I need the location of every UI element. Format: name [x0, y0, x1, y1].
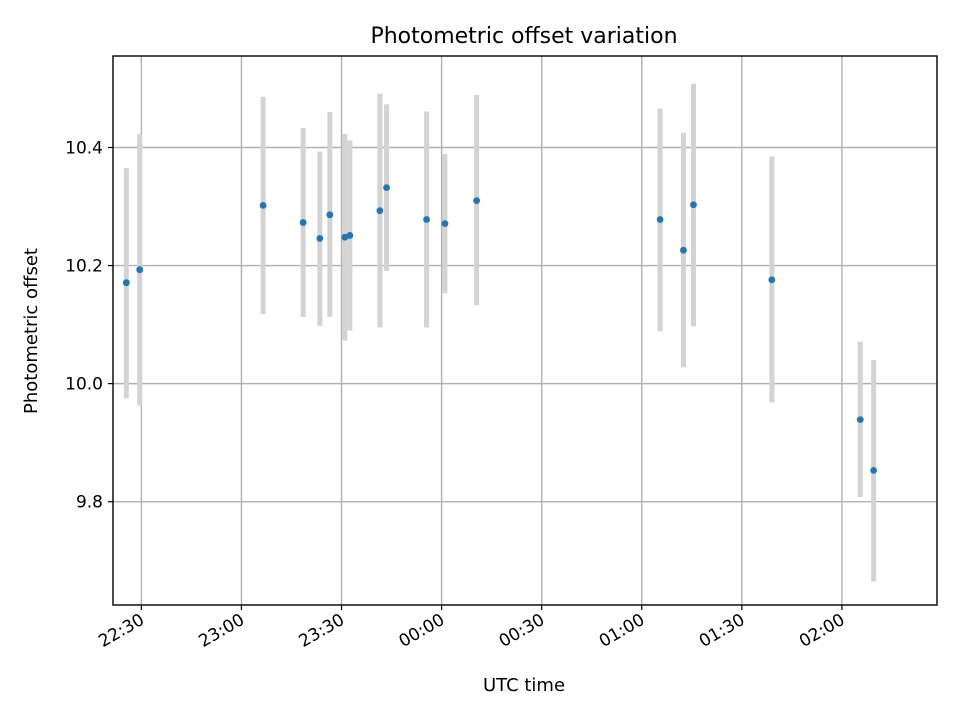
- x-axis-ticks: 22:30 23:00 23:30 00:00 00:30 01:00 01:30 02:00: [95, 605, 848, 652]
- y-axis-label: Photometric offset: [21, 248, 42, 414]
- data-points: [122, 184, 878, 474]
- error-bars: [123, 83, 877, 582]
- grid-lines: [113, 56, 937, 605]
- data-point: [346, 232, 354, 239]
- x-tick-label: 01:00: [596, 610, 648, 652]
- y-axis-ticks: 9.8 10.0 10.2 10.4: [65, 139, 113, 513]
- data-point: [326, 211, 334, 219]
- x-axis-label: UTC time: [483, 675, 565, 696]
- data-point: [299, 219, 307, 226]
- x-tick-label: 23:00: [196, 610, 248, 652]
- x-tick-label: 22:30: [95, 610, 147, 652]
- data-point: [768, 276, 776, 284]
- data-point: [136, 266, 144, 274]
- y-tick-label: 10.0: [65, 375, 103, 395]
- plot-frame: [112, 55, 938, 606]
- x-tick-label: 00:00: [396, 610, 448, 652]
- data-point: [441, 220, 449, 228]
- x-tick-label: 00:30: [496, 610, 548, 652]
- data-point: [870, 467, 878, 474]
- chart-title: Photometric offset variation: [370, 24, 677, 49]
- data-point: [423, 216, 430, 223]
- data-point: [856, 416, 864, 424]
- data-point: [656, 216, 664, 223]
- data-point: [376, 207, 384, 215]
- data-point: [316, 235, 324, 242]
- data-point: [122, 279, 130, 287]
- data-point: [473, 197, 481, 205]
- x-tick-label: 01:30: [696, 610, 748, 652]
- data-point: [690, 201, 697, 209]
- y-tick-label: 10.2: [65, 257, 103, 277]
- x-tick-label: 02:00: [796, 610, 848, 652]
- y-tick-label: 10.4: [65, 139, 103, 159]
- data-point: [383, 184, 390, 192]
- y-tick-label: 9.8: [76, 493, 103, 513]
- data-point: [680, 246, 687, 254]
- x-tick-label: 23:30: [296, 610, 348, 652]
- data-point: [259, 201, 267, 209]
